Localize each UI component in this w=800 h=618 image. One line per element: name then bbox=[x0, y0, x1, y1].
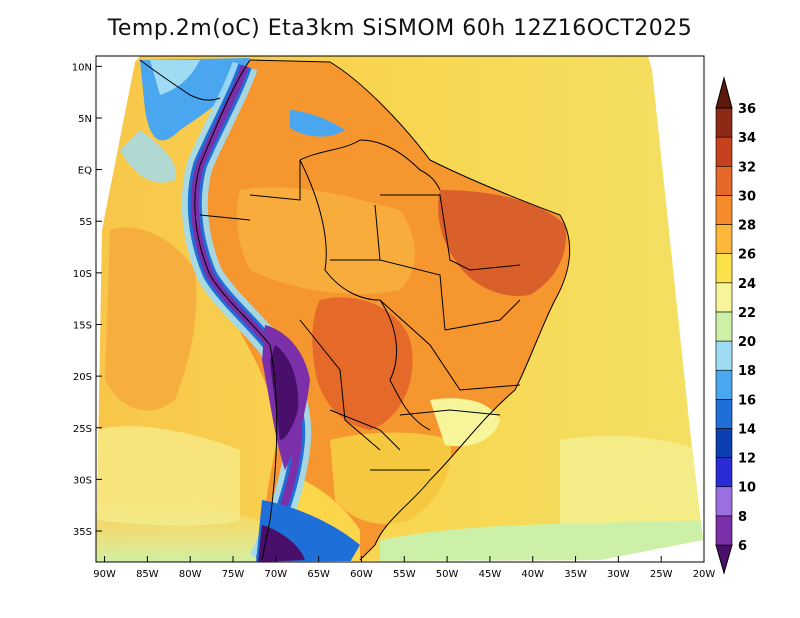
lon-axis: 90W 85W 80W 75W 70W 65W 60W 55W 50W 45W 40W 35W 30W 2… bbox=[93, 556, 715, 580]
atlantic-far-south bbox=[380, 520, 703, 562]
central-hot-zone bbox=[312, 297, 413, 430]
colorbar-label: 28 bbox=[738, 219, 756, 234]
colorbar-label: 36 bbox=[738, 102, 756, 117]
coastline-west bbox=[194, 59, 278, 561]
colorbar-label: 6 bbox=[738, 539, 747, 554]
colorbar-swatch bbox=[715, 457, 733, 488]
colorbar-swatch bbox=[715, 195, 733, 225]
colorbar-label: 30 bbox=[738, 189, 756, 204]
caribbean-pale bbox=[150, 60, 200, 95]
lat-tick-label: 30S bbox=[73, 475, 92, 486]
lat-tick-label: 10N bbox=[72, 62, 92, 73]
lat-tick-label: 15S bbox=[73, 320, 92, 331]
venezuela-cool bbox=[290, 110, 345, 137]
colorbar-swatch bbox=[715, 515, 733, 546]
southern-cool-band bbox=[96, 496, 270, 562]
lat-tick-label: 20S bbox=[73, 372, 92, 383]
lon-tick-label: 55W bbox=[393, 569, 416, 580]
states-4 bbox=[444, 299, 521, 331]
lat-tick-label: 5S bbox=[79, 217, 92, 228]
pacific-warm-zone bbox=[105, 227, 197, 411]
states-10 bbox=[199, 214, 251, 221]
colorbar-low-arrow bbox=[715, 544, 733, 575]
lon-tick-label: 40W bbox=[521, 569, 544, 580]
colorbar-swatch bbox=[715, 224, 733, 254]
boundaries bbox=[139, 59, 571, 561]
states-1 bbox=[380, 194, 521, 271]
colorbar-swatch bbox=[715, 428, 733, 458]
central-america bbox=[139, 59, 221, 101]
colorbar-swatch bbox=[715, 282, 733, 313]
colorbar-high-arrow bbox=[715, 76, 733, 109]
colorbar-swatch bbox=[715, 311, 733, 342]
colorbar-label: 20 bbox=[738, 335, 756, 350]
lon-tick-label: 90W bbox=[93, 569, 116, 580]
states-5 bbox=[379, 299, 521, 391]
map-frame bbox=[95, 55, 705, 563]
atlantic-south-mild bbox=[560, 435, 703, 545]
pacific-north-cool bbox=[120, 130, 176, 183]
coastline bbox=[249, 59, 571, 561]
lon-tick-label: 25W bbox=[650, 569, 673, 580]
colorbar-label: 18 bbox=[738, 364, 756, 379]
colorbar-label: 22 bbox=[738, 306, 756, 321]
colorbar-swatch bbox=[715, 486, 733, 517]
colorbar-swatch bbox=[715, 369, 733, 400]
colorbar-swatch bbox=[715, 165, 733, 196]
colorbar-swatch bbox=[715, 253, 733, 284]
states-9 bbox=[249, 160, 301, 201]
colorbar-swatch bbox=[715, 340, 733, 371]
lon-tick-label: 85W bbox=[136, 569, 159, 580]
map-title: Temp.2m(oC) Eta3km SiSMOM 60h 12Z16OCT20… bbox=[107, 16, 693, 41]
brazil-west-border bbox=[299, 159, 431, 431]
lon-tick-label: 80W bbox=[179, 569, 202, 580]
lon-tick-label: 45W bbox=[479, 569, 502, 580]
colorbar-label: 14 bbox=[738, 422, 756, 437]
colorbar-label: 26 bbox=[738, 248, 756, 263]
states-8 bbox=[299, 319, 381, 451]
lon-tick-label: 60W bbox=[350, 569, 373, 580]
northeast-hot-zone bbox=[438, 190, 566, 296]
colorbar-swatch bbox=[715, 136, 733, 167]
states-11 bbox=[329, 409, 401, 451]
colorbar-swatch bbox=[715, 107, 733, 138]
lon-tick-label: 35W bbox=[564, 569, 587, 580]
lon-tick-label: 50W bbox=[436, 569, 459, 580]
lat-tick-label: 5N bbox=[78, 114, 92, 125]
states-6 bbox=[399, 409, 501, 416]
temperature-field bbox=[96, 56, 703, 562]
lon-tick-label: 65W bbox=[307, 569, 330, 580]
colorbar-label: 12 bbox=[738, 452, 756, 467]
colorbar-label: 32 bbox=[738, 160, 756, 175]
lon-tick-label: 70W bbox=[265, 569, 288, 580]
south-andes-coldest bbox=[258, 525, 305, 562]
lat-tick-label: 10S bbox=[73, 269, 92, 280]
colorbar-swatch bbox=[715, 399, 733, 429]
colorbar: 6 8 10 12 14 16 18 20 22 24 26 28 30 32 34 36 bbox=[715, 76, 756, 575]
colorbar-label: 34 bbox=[738, 131, 756, 146]
lon-tick-label: 30W bbox=[607, 569, 630, 580]
lat-tick-label: EQ bbox=[78, 166, 92, 177]
south-mild-zone bbox=[330, 432, 451, 524]
lat-tick-label: 35S bbox=[73, 527, 92, 538]
lon-tick-label: 75W bbox=[222, 569, 245, 580]
colorbar-label: 24 bbox=[738, 277, 756, 292]
lat-tick-label: 25S bbox=[73, 424, 92, 435]
colorbar-label: 10 bbox=[738, 481, 756, 496]
colorbar-label: 16 bbox=[738, 393, 756, 408]
brazil-north-border bbox=[299, 139, 441, 191]
states-2 bbox=[374, 204, 446, 331]
colorbar-label: 8 bbox=[738, 510, 747, 525]
lon-tick-label: 20W bbox=[693, 569, 716, 580]
lat-axis: 10N 5N EQ 5S 10S 15S 20S 25S 30S 35S bbox=[72, 62, 102, 538]
